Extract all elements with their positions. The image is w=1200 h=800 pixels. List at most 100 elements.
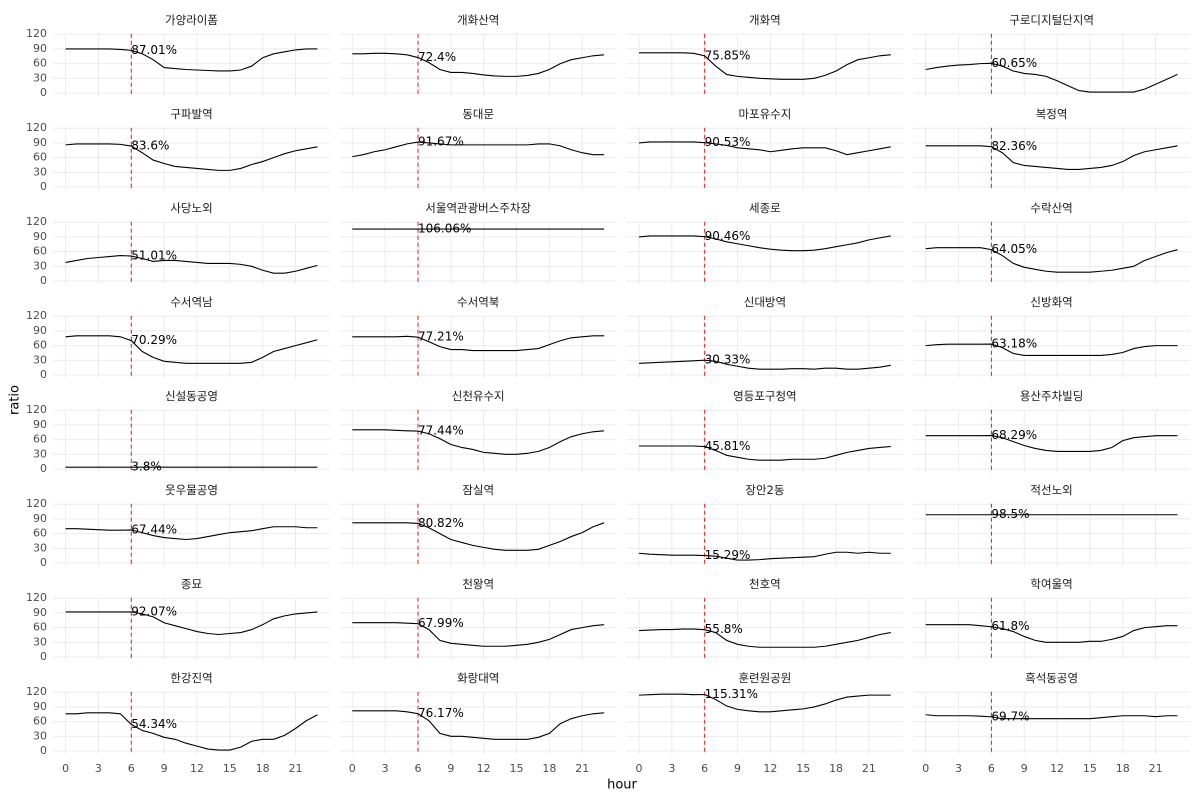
y-tick-label: 0 — [40, 744, 47, 757]
panel: 구로디지털단지역 60.65% — [913, 13, 1191, 96]
x-tick-label: 21 — [862, 762, 876, 775]
panel: 천호역 55.8% — [626, 577, 904, 660]
panel-title: 영등포구청역 — [733, 389, 796, 403]
x-tick-label: 15 — [796, 762, 810, 775]
panel-title: 복정역 — [1036, 107, 1068, 121]
annotation: 87.01% — [131, 43, 177, 57]
panel-title: 개화산역 — [457, 13, 499, 27]
panel-title: 세종로 — [749, 201, 781, 215]
x-tick-label: 3 — [382, 762, 389, 775]
y-tick-label: 120 — [26, 497, 47, 510]
annotation: 90.53% — [705, 135, 751, 149]
data-line — [65, 48, 318, 72]
x-tick-label: 6 — [414, 762, 421, 775]
data-line — [65, 143, 318, 171]
x-tick-label: 18 — [542, 762, 556, 775]
panel-title: 천왕역 — [462, 577, 494, 591]
data-line — [65, 254, 318, 274]
x-tick-label: 21 — [289, 762, 303, 775]
panel-title: 천호역 — [749, 577, 781, 591]
panel: 잠실역 80.82% — [339, 483, 617, 566]
annotation: 83.6% — [131, 139, 169, 153]
panel-title: 수서역북 — [457, 295, 499, 309]
data-line — [352, 710, 605, 740]
x-tick-label: 12 — [477, 762, 491, 775]
y-axis-title: ratio — [8, 385, 23, 415]
y-tick-label: 90 — [33, 230, 47, 243]
y-tick-label: 120 — [26, 403, 47, 416]
y-tick-label: 60 — [33, 433, 47, 446]
annotation: 45.81% — [705, 439, 751, 453]
y-tick-label: 60 — [33, 339, 47, 352]
panel: 0 3 6 9 12 15 18 21 흑석동공영 69.7% — [913, 671, 1191, 775]
annotation: 77.44% — [418, 424, 464, 438]
x-tick-label: 9 — [161, 762, 168, 775]
y-tick-label: 90 — [33, 700, 47, 713]
x-tick-label: 18 — [829, 762, 843, 775]
panel: 용산주차빌딩 68.29% — [913, 389, 1191, 472]
y-tick-label: 90 — [33, 324, 47, 337]
x-tick-label: 6 — [128, 762, 135, 775]
panel-title: 수서역남 — [170, 295, 213, 309]
data-line — [638, 141, 891, 156]
annotation: 3.8% — [131, 460, 162, 474]
x-tick-label: 0 — [349, 762, 356, 775]
annotation: 61.8% — [991, 619, 1029, 633]
x-tick-label: 15 — [1083, 762, 1097, 775]
panel: 장안2동 15.29% — [626, 483, 904, 566]
panel-title: 훈련원공원 — [738, 671, 791, 685]
annotation: 67.99% — [418, 616, 464, 630]
annotation: 67.44% — [131, 522, 177, 536]
y-tick-label: 0 — [40, 274, 47, 287]
annotation: 115.31% — [705, 687, 758, 701]
annotation: 80.82% — [418, 516, 464, 530]
annotation: 92.07% — [131, 604, 177, 618]
x-axis-title: hour — [607, 778, 637, 793]
y-tick-label: 120 — [26, 121, 47, 134]
panel: 개화산역 72.4% — [339, 13, 617, 96]
panel: 개화역 75.85% — [626, 13, 904, 96]
x-tick-label: 15 — [510, 762, 524, 775]
y-tick-label: 30 — [33, 353, 47, 366]
data-line — [352, 622, 605, 647]
panel-title: 개화역 — [749, 13, 781, 27]
panel: 신방화역 63.18% — [913, 295, 1191, 378]
data-line — [352, 52, 605, 77]
panel-title: 장안2동 — [745, 483, 784, 497]
y-tick-label: 30 — [33, 259, 47, 272]
y-tick-label: 0 — [40, 556, 47, 569]
panel-title: 잠실역 — [462, 483, 494, 497]
annotation: 91.67% — [418, 135, 464, 149]
y-tick-label: 60 — [33, 621, 47, 634]
annotation: 72.4% — [418, 50, 456, 64]
data-line — [925, 624, 1178, 643]
y-tick-label: 90 — [33, 606, 47, 619]
y-tick-label: 120 — [26, 685, 47, 698]
data-line — [352, 335, 605, 352]
x-tick-label: 6 — [988, 762, 995, 775]
x-tick-label: 9 — [734, 762, 741, 775]
panel: 수서역북 77.21% — [339, 295, 617, 378]
data-line — [638, 628, 891, 648]
annotation: 98.5% — [991, 507, 1029, 521]
x-tick-label: 12 — [763, 762, 777, 775]
data-line — [638, 235, 891, 252]
data-line — [352, 522, 605, 551]
x-tick-label: 15 — [223, 762, 237, 775]
x-tick-label: 6 — [701, 762, 708, 775]
y-tick-label: 120 — [26, 215, 47, 228]
data-line — [352, 429, 605, 455]
panel: 신대방역 30.33% — [626, 295, 904, 378]
panel: 마포유수지 90.53% — [626, 107, 904, 190]
panel-title: 흑석동공영 — [1025, 671, 1078, 685]
annotation: 76.17% — [418, 706, 464, 720]
panel-title: 학여울역 — [1030, 577, 1072, 591]
data-line — [925, 62, 1178, 93]
y-tick-label: 60 — [33, 715, 47, 728]
data-line — [925, 435, 1178, 452]
